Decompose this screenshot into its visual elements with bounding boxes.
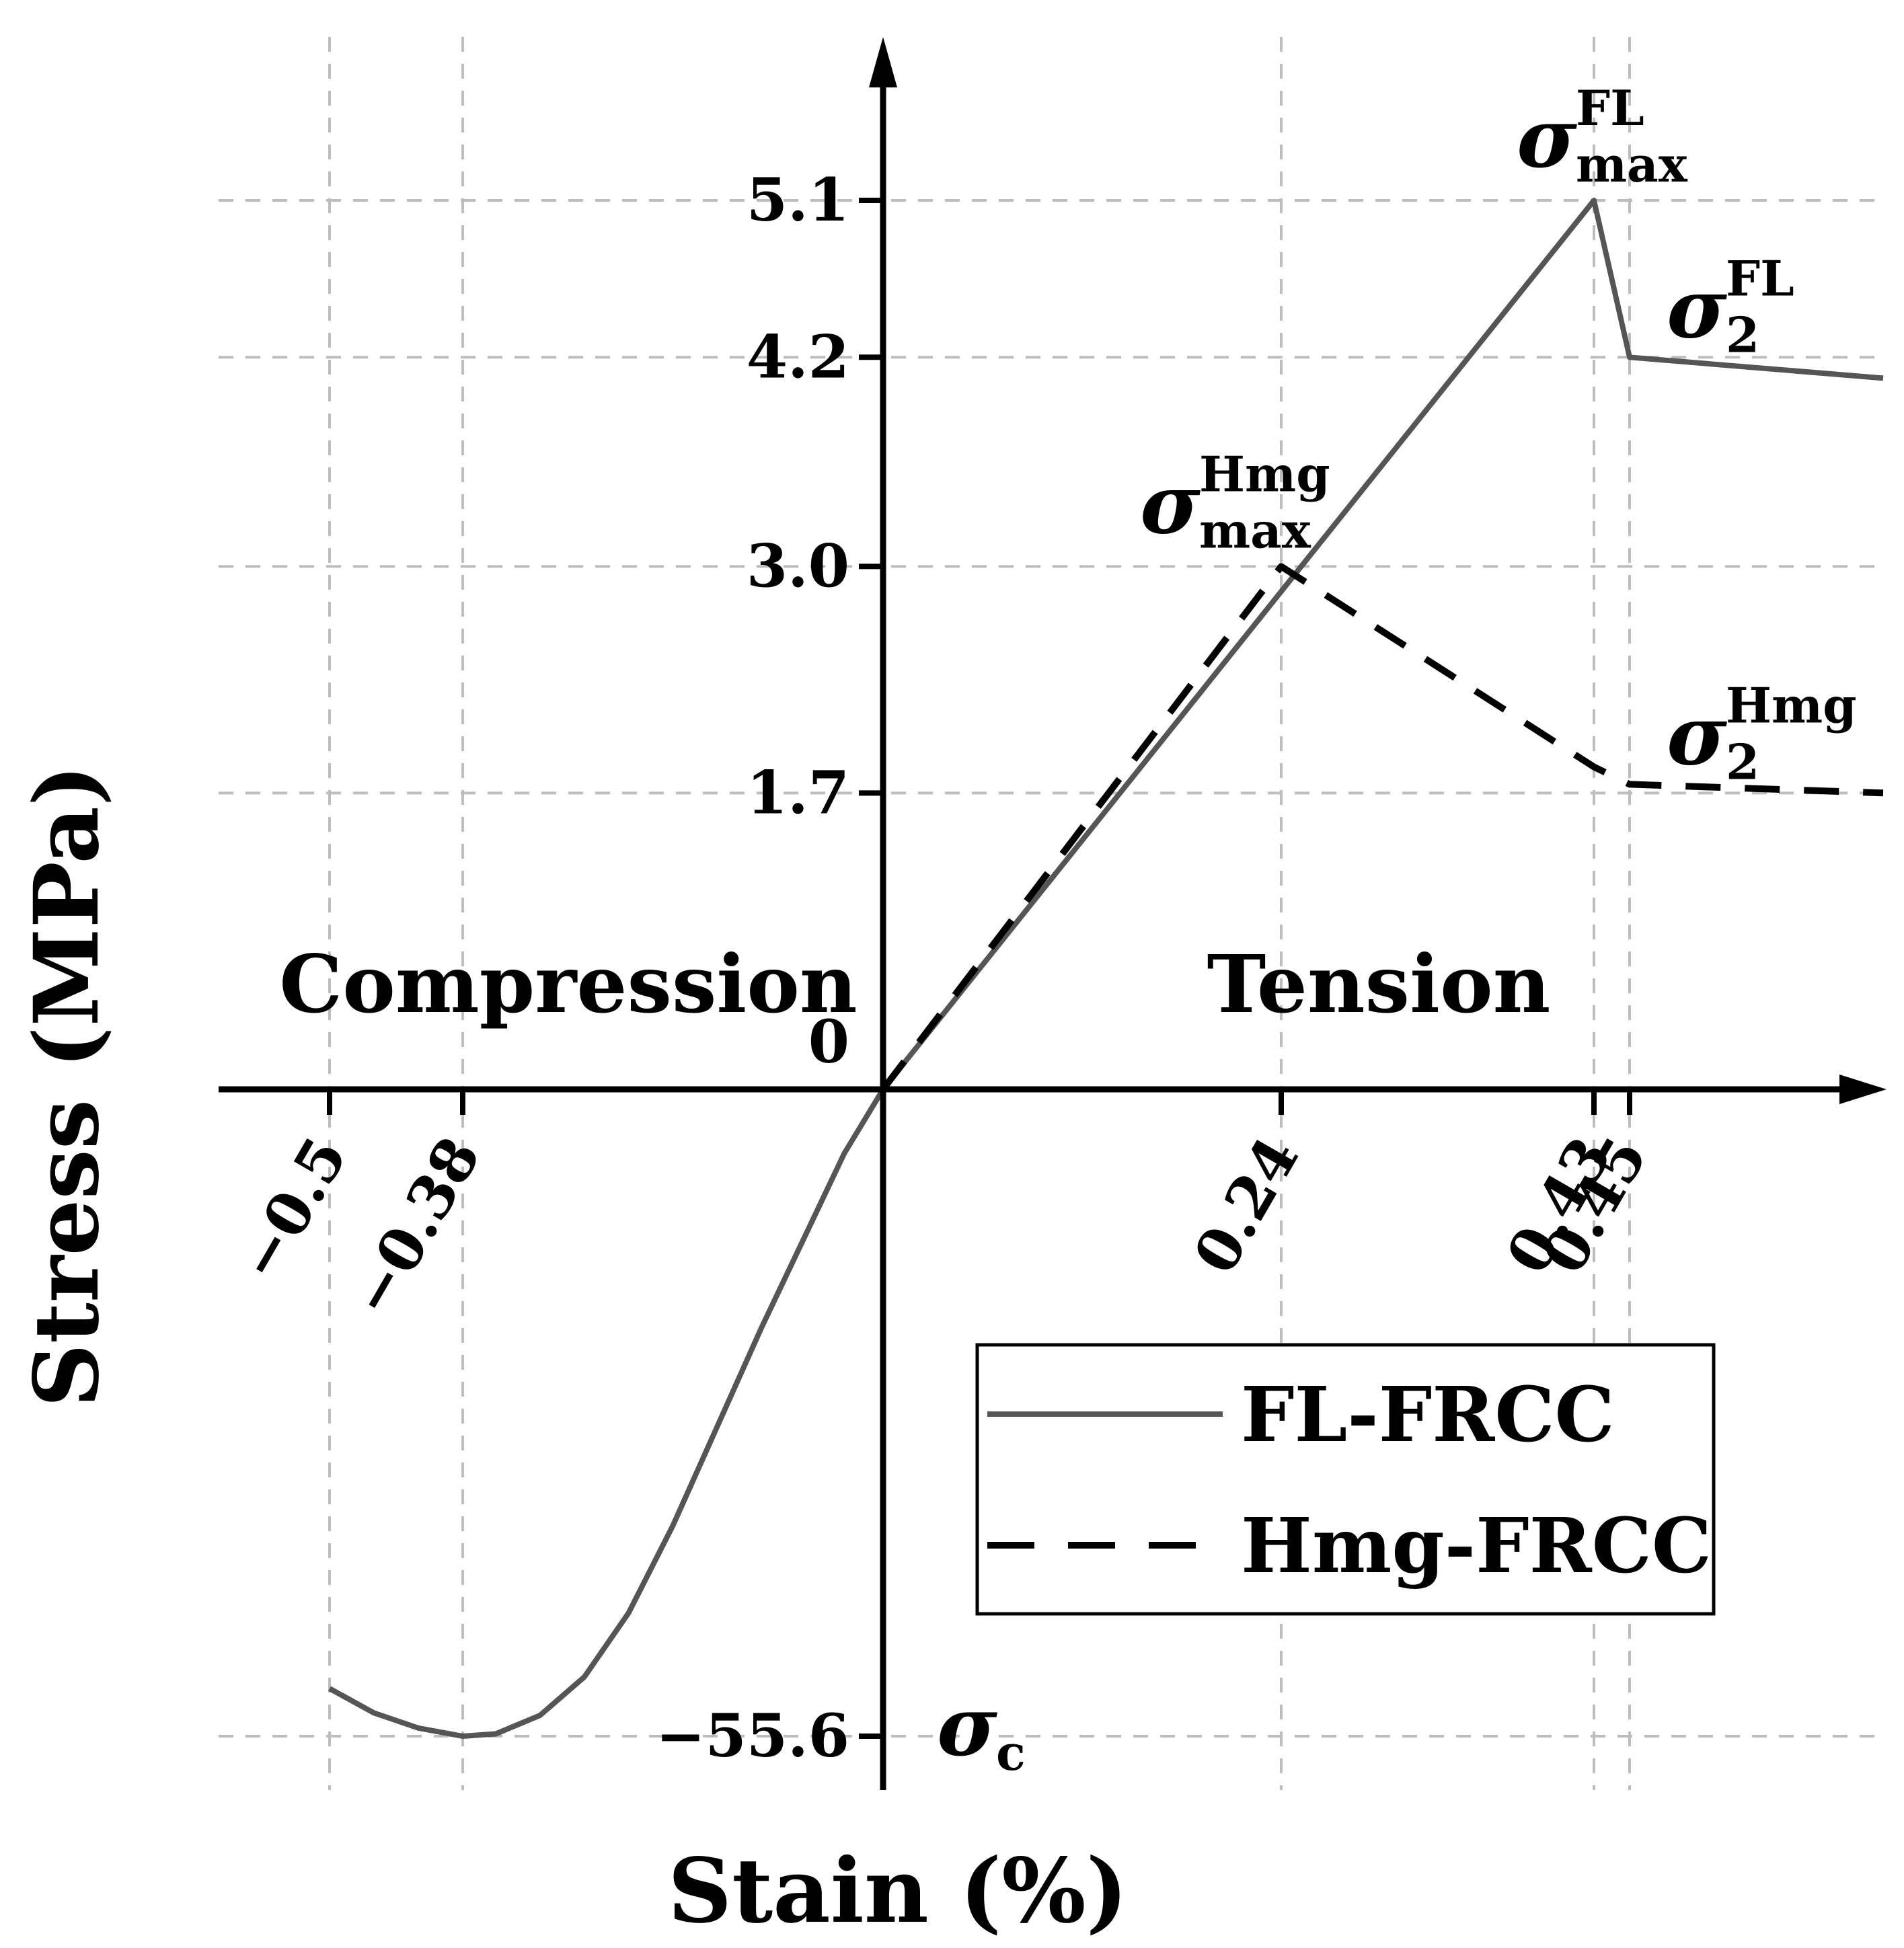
annotation-superscript: FL xyxy=(1726,249,1794,307)
x-axis-arrow xyxy=(1839,1075,1887,1104)
axes xyxy=(219,37,1887,1790)
x-tick-label: −0.5 xyxy=(224,1126,360,1292)
legend: FL-FRCC Hmg-FRCC xyxy=(975,1343,1716,1616)
annotation-symbol: σ xyxy=(1667,687,1727,783)
y-tick-label: 3.0 xyxy=(747,531,849,600)
x-tick-label: 0.24 xyxy=(1180,1126,1312,1286)
annotation-subscript: max xyxy=(1576,136,1688,193)
annotation-sigma: σc xyxy=(937,1678,1026,1781)
annotation-symbol: σ xyxy=(1140,455,1201,552)
y-tick-label: −55.6 xyxy=(656,1701,849,1770)
series-lines xyxy=(328,198,1884,1739)
y-tick-label: 0 xyxy=(808,1007,849,1077)
annotation-subscript: 2 xyxy=(1726,733,1759,790)
y-tick-label: 5.1 xyxy=(747,165,849,235)
series-line-fl-frcc xyxy=(328,198,1884,1739)
y-tick-label: 4.2 xyxy=(747,321,849,391)
y-axis-arrow xyxy=(869,37,897,87)
annotation-symbol: σ xyxy=(1517,89,1577,186)
y-axis-label: Stress (MPa) xyxy=(15,765,119,1408)
region-label-tension: Tension xyxy=(1207,937,1551,1031)
legend-box xyxy=(975,1343,1716,1616)
annotation-superscript: FL xyxy=(1576,79,1644,137)
annotation-superscript: Hmg xyxy=(1199,445,1330,502)
annotation-symbol: σ xyxy=(1667,260,1727,356)
annotation-subscript: c xyxy=(996,1724,1026,1781)
legend-label-fl-frcc: FL-FRCC xyxy=(1241,1371,1615,1459)
annotation-superscript: Hmg xyxy=(1726,676,1857,734)
x-tick-label: −0.38 xyxy=(336,1126,494,1328)
annotation-symbol: σ xyxy=(937,1678,997,1775)
series-line-hmg-frcc xyxy=(880,563,1884,1092)
legend-label-hmg-frcc: Hmg-FRCC xyxy=(1241,1502,1712,1590)
y-tick-label: 1.7 xyxy=(747,757,849,827)
region-label-compression: Compression xyxy=(279,937,857,1031)
x-axis-label: Stain (%) xyxy=(668,1839,1128,1943)
annotation-subscript: 2 xyxy=(1726,306,1759,363)
annotation-subscript: max xyxy=(1199,502,1311,559)
